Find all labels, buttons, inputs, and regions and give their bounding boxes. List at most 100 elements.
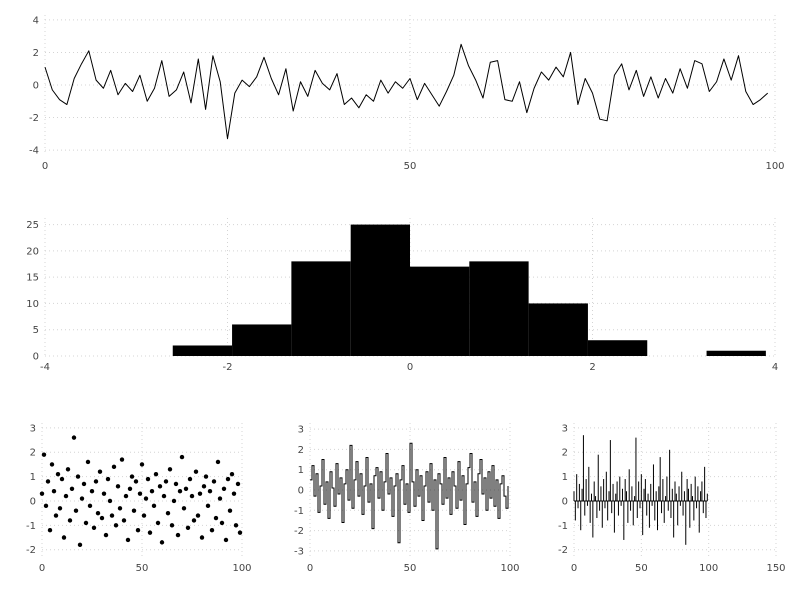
scatter-point [43, 503, 49, 509]
scatter-point [193, 469, 199, 474]
scatter-point [195, 513, 201, 518]
x-tick-label: 100 [699, 563, 718, 574]
scatter-point [141, 513, 147, 518]
scatter-point [233, 523, 239, 528]
scatter-point [153, 471, 159, 477]
x-tick-label: 0 [42, 161, 48, 172]
histogram-bar [232, 324, 292, 356]
scatter-point [79, 496, 85, 501]
y-tick-label: -1 [294, 506, 304, 517]
scatter-point [227, 508, 233, 513]
y-tick-label: -4 [29, 146, 39, 157]
histogram-svg: -4 -2 0 2 4 0 5 10 15 20 25 [26, 218, 778, 373]
scatter-point [45, 479, 51, 484]
scatter-point [91, 525, 97, 530]
scatter-point [143, 496, 149, 501]
x-tick-label: -2 [223, 362, 233, 373]
scatter-point [89, 489, 95, 494]
y-tick-label: -1 [558, 521, 568, 532]
scatter-point [201, 484, 207, 489]
y-tick-label: -2 [294, 526, 304, 537]
scatter-point [111, 464, 117, 470]
scatter-point [85, 459, 91, 465]
scatter-point [55, 471, 61, 477]
histogram-bar [172, 345, 233, 356]
scatter-point [49, 462, 55, 467]
scatter-point [99, 515, 105, 521]
scatter-point [157, 484, 163, 489]
histogram-bar [587, 340, 648, 356]
histogram-bar [291, 261, 351, 356]
scatter-point [77, 542, 83, 548]
y-tick-label: 0 [298, 486, 304, 497]
y-tick-label: 3 [30, 423, 36, 434]
stem-svg: 0 50 100 150 -2 -1 0 1 2 3 [558, 423, 786, 574]
scatter-point [219, 520, 225, 526]
scatter-point [211, 479, 217, 484]
y-tick-label: -1 [26, 521, 36, 532]
scatter-point [231, 491, 237, 496]
scatter-point [41, 452, 47, 457]
scatter-point [119, 457, 125, 462]
y-tick-label: -2 [26, 545, 36, 556]
scatter-point [165, 510, 171, 516]
x-tick-label: 2 [589, 362, 595, 373]
scatter-point [139, 462, 145, 467]
y-tick-label: 0 [30, 496, 36, 507]
scatter-point [151, 503, 157, 509]
scatter-point [59, 476, 65, 482]
y-tick-label: 0 [33, 81, 39, 92]
scatter-point [189, 493, 195, 499]
x-tick-label: 0 [307, 563, 313, 574]
scatter-point [83, 520, 89, 526]
scatter-point [61, 535, 67, 540]
scatter-point [121, 518, 127, 523]
step-axes: 0 50 100 -3 -2 -1 0 1 2 3 [262, 405, 524, 585]
scatter-point [177, 489, 183, 494]
scatter-axes: 0 50 100 -2 -1 0 1 2 3 [0, 405, 258, 585]
scatter-point [107, 498, 113, 504]
x-tick-label: 100 [765, 161, 784, 172]
scatter-point [171, 498, 177, 504]
x-tick-label: 0 [571, 563, 577, 574]
y-tick-label: 3 [562, 423, 568, 434]
noise-line-series [44, 43, 769, 140]
scatter-point [215, 459, 221, 465]
scatter-point [39, 491, 45, 496]
scatter-point [217, 496, 223, 501]
scatter-point [207, 489, 213, 494]
scatter-point [225, 476, 231, 482]
histogram-bar [410, 266, 470, 356]
scatter-point [209, 528, 215, 533]
scatter-point [105, 476, 111, 482]
stem-axes: 0 50 100 150 -2 -1 0 1 2 3 [524, 405, 800, 585]
y-tick-label: -3 [294, 546, 304, 557]
scatter-point [75, 474, 81, 479]
scatter-point [63, 493, 69, 499]
histogram-bar [350, 224, 410, 356]
scatter-point [197, 491, 203, 496]
step-series [310, 442, 509, 550]
scatter-point [109, 513, 115, 518]
scatter-point [73, 508, 79, 513]
y-tick-label: 3 [298, 425, 304, 436]
scatter-point [53, 513, 59, 518]
x-tick-label: 50 [404, 161, 417, 172]
x-tick-label: 0 [39, 563, 45, 574]
scatter-point [223, 537, 229, 543]
scatter-point [191, 518, 197, 523]
scatter-point [173, 481, 179, 487]
scatter-svg: 0 50 100 -2 -1 0 1 2 3 [26, 423, 252, 574]
scatter-point [87, 503, 93, 509]
scatter-point [117, 506, 123, 511]
y-tick-label: 5 [33, 325, 39, 336]
scatter-point [129, 474, 135, 479]
y-tick-label: 0 [562, 496, 568, 507]
scatter-point [229, 471, 235, 477]
x-tick-label: 50 [635, 563, 648, 574]
x-tick-label: 50 [136, 563, 149, 574]
y-tick-label: -2 [29, 113, 39, 124]
scatter-point [205, 503, 211, 509]
x-tick-label: 4 [772, 362, 778, 373]
